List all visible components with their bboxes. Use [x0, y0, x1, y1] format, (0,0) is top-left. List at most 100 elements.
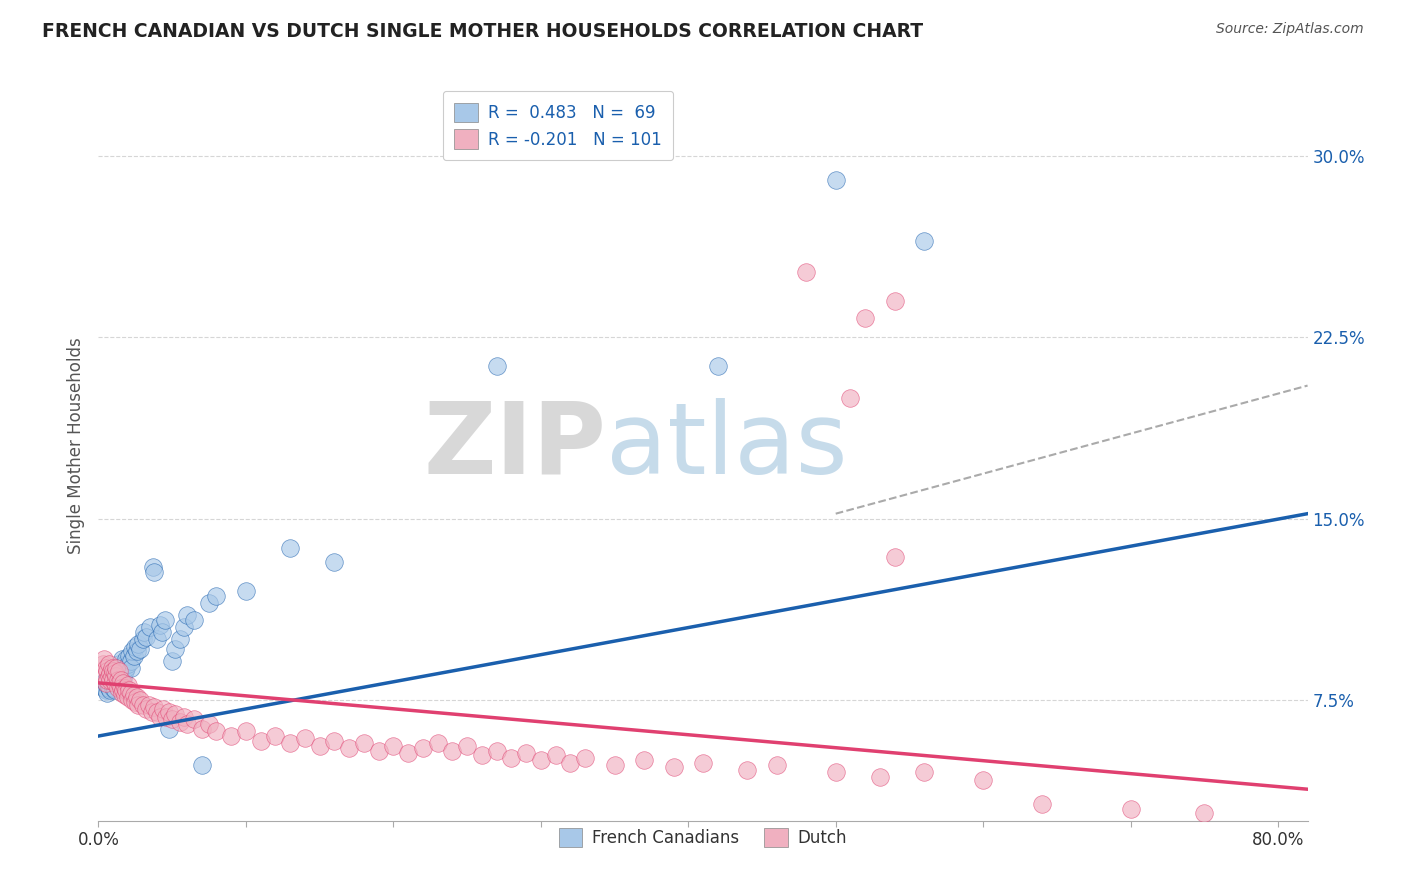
Point [107, 664, 129, 678]
Point [883, 550, 905, 565]
Point [101, 673, 124, 688]
Point [706, 359, 728, 374]
Point [337, 741, 360, 756]
Point [118, 649, 141, 664]
Point [131, 632, 153, 647]
Point [94, 676, 117, 690]
Point [118, 683, 141, 698]
Point [114, 664, 136, 678]
Point [114, 657, 136, 671]
Point [108, 657, 131, 671]
Point [1031, 797, 1053, 811]
Point [115, 661, 138, 675]
Point [353, 736, 375, 750]
Point [121, 693, 143, 707]
Point [692, 756, 714, 770]
Point [264, 729, 287, 743]
Point [96, 673, 118, 688]
Point [235, 584, 257, 599]
Point [114, 681, 136, 695]
Point [115, 683, 138, 698]
Point [93, 681, 115, 695]
Point [117, 657, 139, 671]
Point [128, 693, 150, 707]
Point [138, 698, 160, 712]
Point [183, 613, 205, 627]
Point [149, 709, 172, 723]
Y-axis label: Single Mother Households: Single Mother Households [66, 338, 84, 554]
Point [127, 637, 149, 651]
Point [120, 654, 142, 668]
Point [323, 555, 346, 569]
Point [1194, 806, 1216, 821]
Point [157, 722, 180, 736]
Point [96, 664, 118, 678]
Point [382, 739, 405, 753]
Text: atlas: atlas [606, 398, 848, 494]
Point [367, 743, 389, 757]
Point [98, 673, 121, 688]
Point [97, 681, 120, 695]
Point [190, 722, 212, 736]
Point [105, 661, 128, 675]
Point [94, 673, 117, 688]
Point [143, 565, 166, 579]
Point [485, 743, 508, 757]
Point [134, 625, 156, 640]
Point [124, 695, 146, 709]
Point [205, 724, 228, 739]
Point [115, 651, 138, 665]
Point [125, 690, 148, 705]
Point [198, 596, 221, 610]
Point [912, 765, 935, 780]
Point [100, 668, 122, 682]
Point [869, 770, 891, 784]
Point [94, 683, 117, 698]
Point [544, 748, 567, 763]
Point [150, 625, 173, 640]
Text: FRENCH CANADIAN VS DUTCH SINGLE MOTHER HOUSEHOLDS CORRELATION CHART: FRENCH CANADIAN VS DUTCH SINGLE MOTHER H… [42, 22, 924, 41]
Point [135, 630, 157, 644]
Point [146, 705, 169, 719]
Point [471, 748, 494, 763]
Point [112, 671, 135, 685]
Point [125, 644, 148, 658]
Point [122, 688, 145, 702]
Point [633, 753, 655, 767]
Point [121, 644, 143, 658]
Point [104, 683, 127, 698]
Point [111, 651, 134, 665]
Point [98, 666, 121, 681]
Point [112, 676, 135, 690]
Point [824, 173, 846, 187]
Point [662, 760, 685, 774]
Point [110, 681, 132, 695]
Point [107, 673, 129, 688]
Point [190, 758, 212, 772]
Point [824, 765, 846, 780]
Point [117, 690, 139, 705]
Point [160, 712, 183, 726]
Point [169, 714, 191, 729]
Point [91, 657, 114, 671]
Legend: French Canadians, Dutch: French Canadians, Dutch [553, 821, 853, 854]
Point [183, 712, 205, 726]
Point [101, 664, 124, 678]
Point [108, 664, 131, 678]
Point [110, 673, 132, 688]
Point [96, 685, 118, 699]
Point [912, 234, 935, 248]
Point [112, 664, 135, 678]
Point [794, 265, 817, 279]
Point [323, 734, 346, 748]
Point [176, 717, 198, 731]
Point [441, 743, 464, 757]
Point [96, 678, 118, 692]
Point [501, 751, 523, 765]
Point [104, 676, 127, 690]
Point [396, 746, 419, 760]
Point [515, 746, 537, 760]
Point [765, 758, 787, 772]
Point [160, 654, 183, 668]
Point [105, 661, 128, 675]
